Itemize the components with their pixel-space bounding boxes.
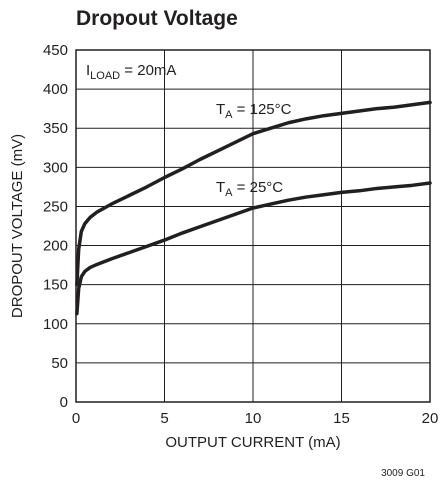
chart-title: Dropout Voltage xyxy=(76,7,238,30)
x-tick-label: 10 xyxy=(245,410,262,427)
y-tick-label: 350 xyxy=(43,120,68,137)
y-tick-labels: 0 50 100 150 200 250 300 350 400 450 xyxy=(43,42,68,411)
y-tick-label: 150 xyxy=(43,277,68,294)
x-tick-label: 15 xyxy=(333,410,350,427)
series-line-125c xyxy=(75,100,432,287)
plot-frame xyxy=(75,49,431,403)
x-tick-label: 5 xyxy=(160,410,168,427)
series-label-125c: TA = 125°C xyxy=(216,101,292,121)
load-condition-label: ILOAD = 20mA xyxy=(86,62,176,82)
series-label-25c: TA = 25°C xyxy=(216,179,283,199)
y-tick-label: 250 xyxy=(43,198,68,215)
x-tick-labels: 0 5 10 15 20 xyxy=(72,410,439,427)
x-tick-label: 20 xyxy=(422,410,439,427)
y-axis-label: DROPOUT VOLTAGE (mV) xyxy=(9,134,26,318)
y-tick-label: 0 xyxy=(60,394,68,411)
y-tick-label: 300 xyxy=(43,159,68,176)
figure-id: 3009 G01 xyxy=(381,468,425,479)
x-axis-label: OUTPUT CURRENT (mA) xyxy=(165,434,340,451)
y-tick-label: 400 xyxy=(43,81,68,98)
y-tick-label: 100 xyxy=(43,316,68,333)
x-tick-label: 0 xyxy=(72,410,80,427)
series-line-25c xyxy=(75,181,432,316)
series-group xyxy=(75,100,432,316)
y-tick-label: 450 xyxy=(43,42,68,59)
y-tick-label: 200 xyxy=(43,238,68,255)
y-tick-label: 50 xyxy=(51,355,68,372)
